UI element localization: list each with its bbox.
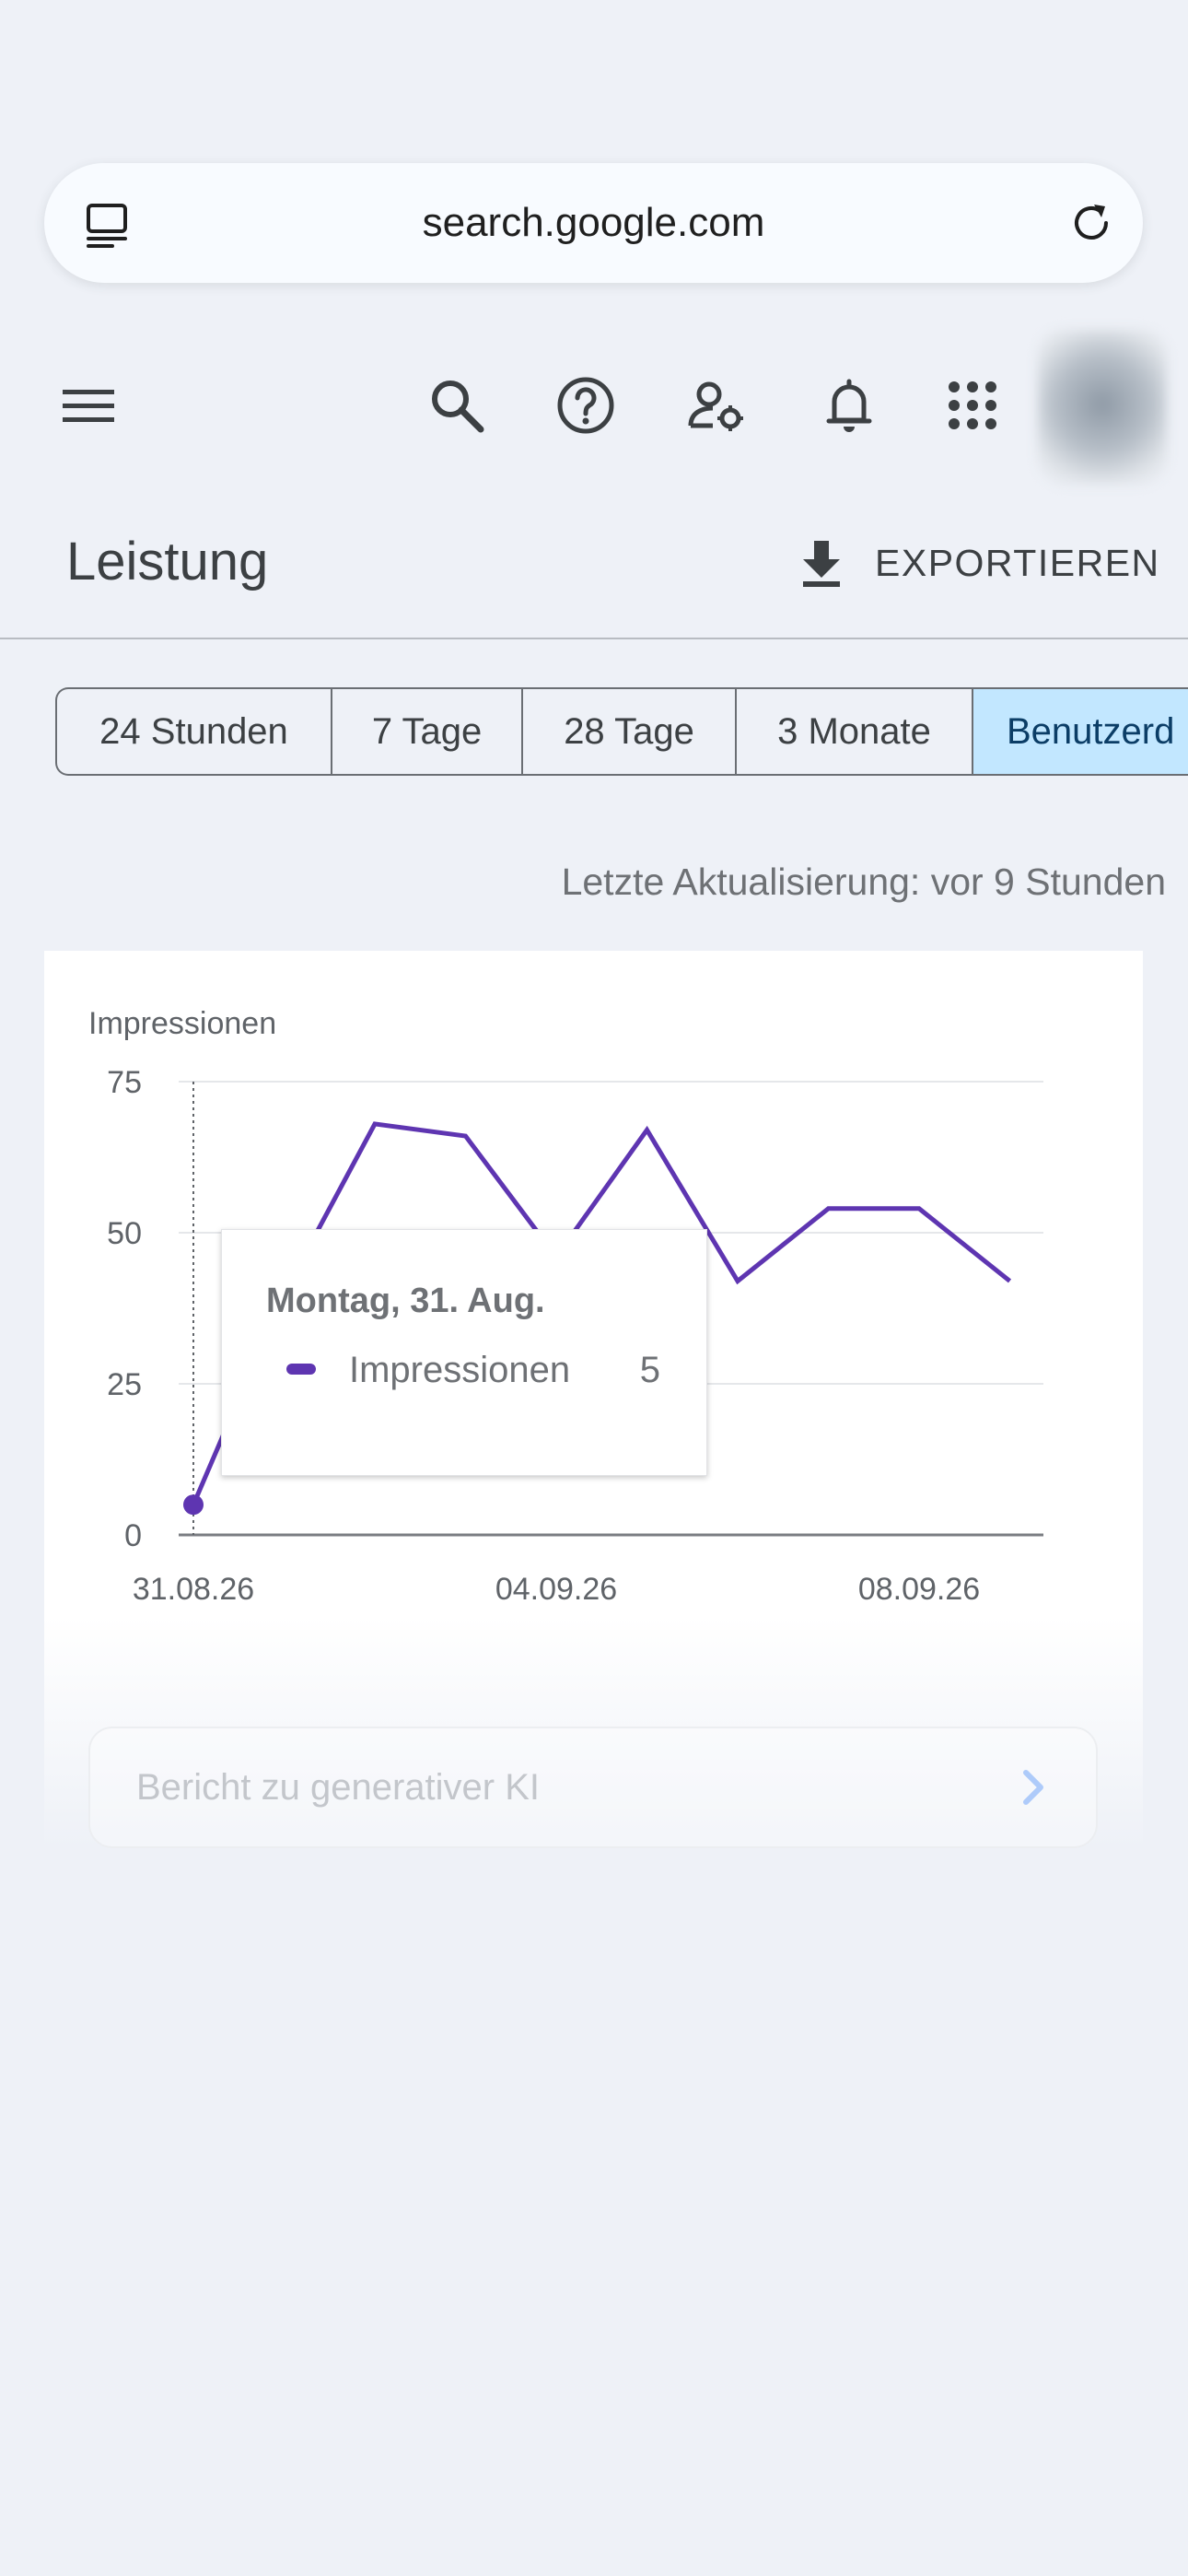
x-tick-label: 31.08.26 — [133, 1572, 254, 1607]
y-tick-label: 25 — [107, 1367, 142, 1402]
performance-chart-card: Impressionen 0 25 50 75 31.08.26 04.09.26 08.… — [44, 951, 1143, 1849]
chip-3-monate[interactable]: 3 Monate — [737, 689, 973, 774]
apps-grid-icon[interactable] — [943, 376, 1002, 435]
header-divider — [0, 638, 1188, 639]
chip-benutzerdefiniert[interactable]: Benutzerd — [973, 689, 1188, 774]
page-title: Leistung — [66, 532, 269, 591]
tooltip-value: 5 — [639, 1350, 660, 1390]
export-button[interactable]: EXPORTIEREN — [796, 531, 1160, 595]
tooltip-date: Montag, 31. Aug. — [266, 1282, 545, 1320]
chip-28-tage[interactable]: 28 Tage — [523, 689, 737, 774]
y-tick-label: 0 — [124, 1518, 142, 1553]
highlight-point[interactable] — [183, 1494, 204, 1516]
chevron-right-icon — [1023, 1770, 1043, 1805]
x-tick-label: 08.09.26 — [858, 1572, 980, 1607]
y-axis-label: Impressionen — [88, 1006, 276, 1041]
generative-ai-report-link[interactable]: Bericht zu generativer KI — [88, 1727, 1098, 1848]
download-icon — [803, 541, 840, 587]
chart-tooltip: Montag, 31. Aug. Impressionen 5 — [221, 1229, 707, 1476]
avatar[interactable] — [1038, 330, 1167, 485]
y-tick-label: 75 — [107, 1065, 142, 1100]
chip-24-stunden[interactable]: 24 Stunden — [57, 689, 332, 774]
tooltip-series-swatch — [286, 1364, 316, 1375]
export-label: EXPORTIEREN — [875, 541, 1160, 584]
notifications-icon[interactable] — [820, 376, 879, 435]
account-settings-icon[interactable] — [687, 376, 746, 435]
reload-icon[interactable] — [1066, 197, 1117, 249]
y-tick-label: 50 — [107, 1216, 142, 1251]
x-tick-label: 04.09.26 — [495, 1572, 617, 1607]
browser-url-bar[interactable]: search.google.com — [44, 163, 1143, 283]
tabs-icon[interactable] — [85, 200, 133, 248]
menu-icon[interactable] — [59, 376, 118, 435]
chip-7-tage[interactable]: 7 Tage — [332, 689, 523, 774]
generative-ai-report-label: Bericht zu generativer KI — [136, 1767, 540, 1808]
tooltip-series-name: Impressionen — [349, 1350, 571, 1390]
url-text[interactable]: search.google.com — [422, 200, 765, 245]
help-icon[interactable] — [556, 376, 615, 435]
search-icon[interactable] — [427, 376, 486, 435]
last-update-text: Letzte Aktualisierung: vor 9 Stunden — [561, 861, 1166, 903]
series-line-impressionen — [191, 1121, 1012, 1506]
date-range-selector: 24 Stunden 7 Tage 28 Tage 3 Monate Benut… — [55, 687, 1188, 776]
